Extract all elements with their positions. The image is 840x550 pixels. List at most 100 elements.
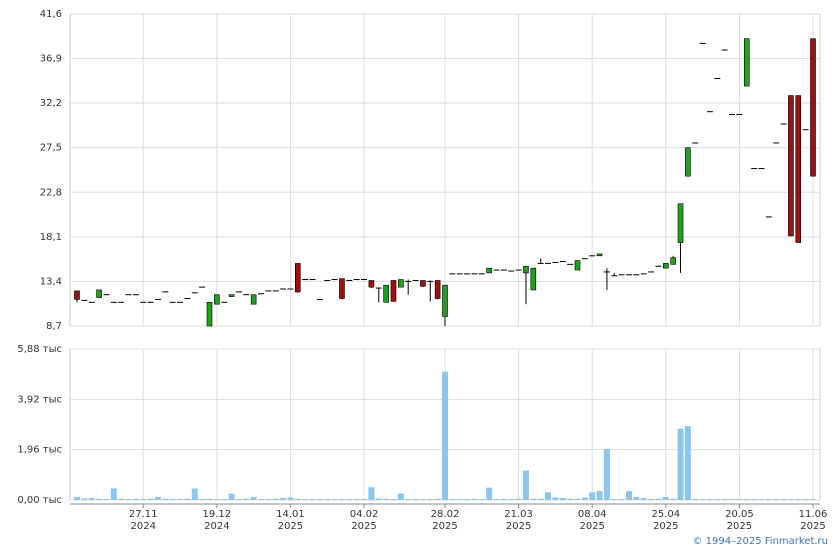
volume-bar [162,498,169,500]
volume-bar [589,492,596,500]
volume-bar [699,498,706,500]
volume-bar [147,498,154,500]
volume-bar [706,498,713,500]
x-tick-label: 20.05 [725,509,754,520]
x-tick-label: 25.04 [651,509,680,520]
volume-bar [294,498,301,500]
volume-bar [221,498,228,500]
candle-body [383,284,389,303]
volume-bar [567,498,574,500]
volume-bar [611,498,618,500]
volume-bar [545,492,552,500]
volume-bar [206,498,213,500]
volume-bar [442,371,448,500]
volume-bar [132,498,139,500]
candle-body [294,263,301,293]
x-tick-year: 2024 [131,521,156,532]
volume-bar [353,498,360,500]
volume-bar [714,498,721,500]
volume-bar [456,498,463,500]
x-tick-label: 19.12 [203,509,232,520]
volume-bar [258,498,264,500]
candle-body [398,279,404,288]
volume-bar [199,498,206,500]
candle-body [670,257,676,265]
candle-body [420,280,426,287]
volume-bar [368,487,375,500]
volume-bar [626,491,632,500]
candle-body [442,284,448,317]
volume-bar [449,498,456,500]
x-tick-year: 2025 [800,521,825,532]
x-tick-label: 21.03 [504,509,533,520]
copyright: © 1994–2025 Finmarket.ru [692,536,828,547]
y-tick-label: 13,4 [40,276,62,287]
candle-body [206,301,213,327]
candle-body [339,278,345,299]
volume-bar [751,498,758,500]
volume-bar [692,498,699,500]
volume-bar [721,498,728,500]
candle-body [530,267,537,291]
volume-bar [184,498,191,500]
candle-body [486,267,492,274]
candle-body [743,38,750,87]
candle-body [74,290,80,300]
candle-body [810,38,816,177]
y-tick-label: 18,1 [40,232,62,243]
candle-body [390,280,397,302]
volume-bar [464,498,471,500]
volume-bar [375,498,382,500]
volume-bar [780,498,787,500]
volume-bar [603,449,610,500]
volume-bar [765,498,772,500]
candle-body [685,147,691,177]
x-tick-label: 04.02 [350,509,379,520]
volume-bar [640,497,647,500]
volume-bar [662,496,669,500]
x-tick-year: 2025 [727,521,752,532]
volume-bar [74,496,80,500]
volume-bar [96,498,103,500]
x-tick-year: 2025 [351,521,376,532]
candle-body [368,280,375,288]
volume-bar [316,498,323,500]
volume-bar [684,426,691,500]
volume-bar [471,498,478,500]
volume-bar [500,498,507,500]
volume-bar [559,497,566,500]
volume-bar [515,498,522,500]
volume-bar [677,428,684,500]
volume-bar [118,498,125,500]
candle-body [662,263,669,269]
y-tick-label: 22,8 [40,187,62,198]
volume-bar [191,488,198,500]
y2-tick-label: 3,92 тыс [17,394,62,405]
volume-bar [758,498,765,500]
volume-bar [177,498,184,500]
volume-bar [331,498,338,500]
x-tick-label: 08.04 [578,509,607,520]
volume-bar [390,498,397,500]
y2-tick-label: 1,96 тыс [17,445,62,456]
volume-bar [773,498,780,500]
x-tick-label: 11.06 [799,509,828,520]
y-tick-label: 8,7 [46,321,62,332]
volume-bar [530,498,537,500]
volume-bar [552,497,559,500]
volume-bar [140,498,147,500]
volume-bar [213,498,220,500]
volume-bar [729,498,736,500]
volume-bar [346,498,353,500]
volume-bar [103,498,110,500]
volume-bar [802,498,809,500]
candle-body [434,280,441,299]
volume-bar [228,493,235,500]
volume-bar [478,498,485,500]
candle-body [228,294,235,297]
volume-bar [88,497,95,500]
x-tick-label: 14.01 [276,509,305,520]
candle-body [96,289,102,298]
candle-body [596,253,603,257]
